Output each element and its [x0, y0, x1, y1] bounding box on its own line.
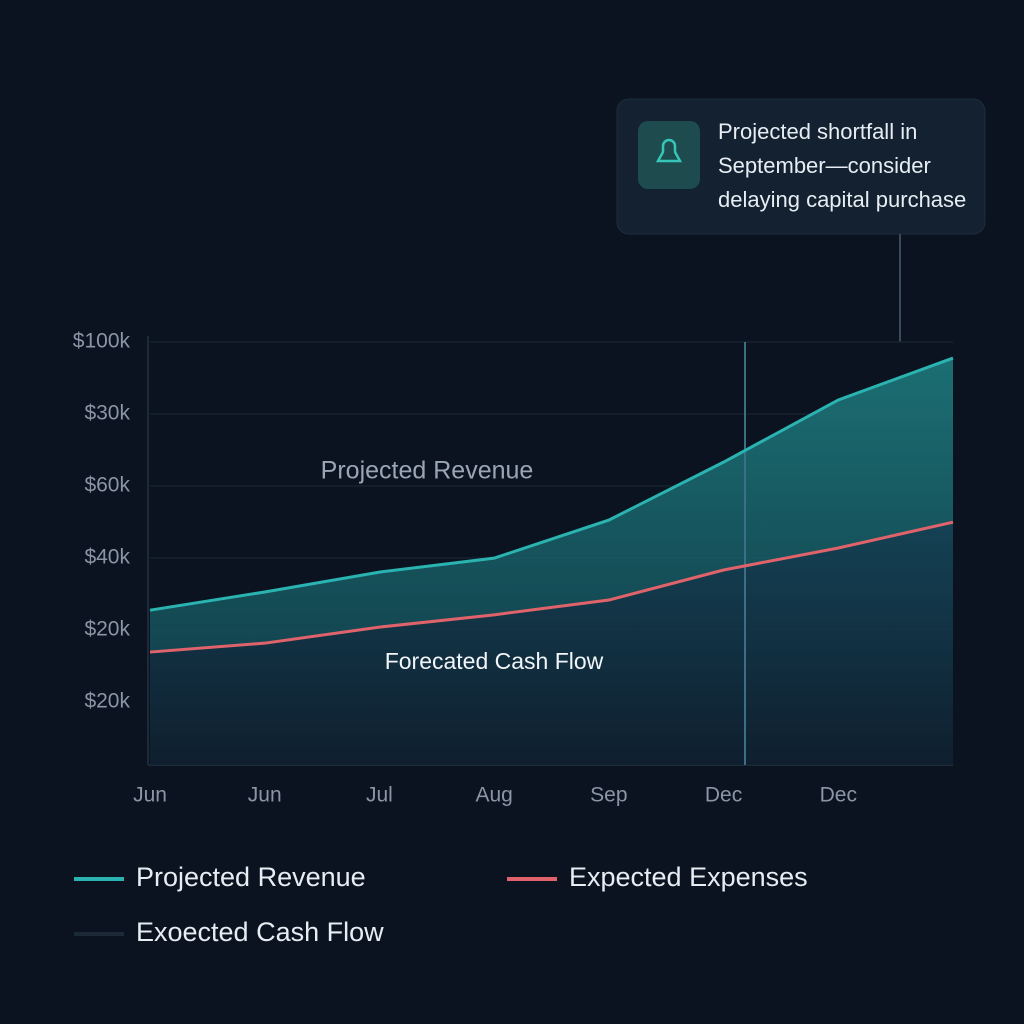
y-tick-label: $20k: [84, 618, 130, 641]
callout-box: [616, 98, 986, 235]
x-tick-label: Jun: [133, 784, 167, 807]
x-tick-label: Jul: [366, 784, 393, 807]
callout-text: Projected shortfall in: [718, 119, 917, 144]
series-line: [149, 520, 954, 654]
callout-text: September—consider: [718, 153, 931, 178]
x-tick-label: Dec: [820, 784, 857, 807]
x-tick-label: Dec: [705, 784, 742, 807]
x-tick-label: Sep: [590, 784, 627, 807]
legend-label: Expected Expenses: [569, 862, 808, 892]
y-tick-label: $60k: [84, 474, 130, 497]
series-line: [149, 356, 954, 612]
cash-flow-area: [150, 522, 953, 765]
y-tick-label: $30k: [84, 402, 130, 425]
callout-icon-bg: [638, 121, 700, 189]
y-tick-label: $20k: [84, 690, 130, 713]
callout-icon: [655, 138, 683, 163]
legend-label: Projected Revenue: [136, 862, 366, 892]
x-tick-label: Jun: [248, 784, 282, 807]
callout-text: delaying capital purchase: [718, 187, 966, 212]
y-tick-label: $100k: [73, 330, 131, 353]
y-tick-label: $40k: [84, 546, 130, 569]
x-tick-label: Aug: [475, 784, 512, 807]
legend-label: Exoected Cash Flow: [136, 917, 384, 947]
annotation: Forecated Cash Flow: [385, 648, 604, 674]
annotation: Projected Revenue: [321, 457, 534, 485]
